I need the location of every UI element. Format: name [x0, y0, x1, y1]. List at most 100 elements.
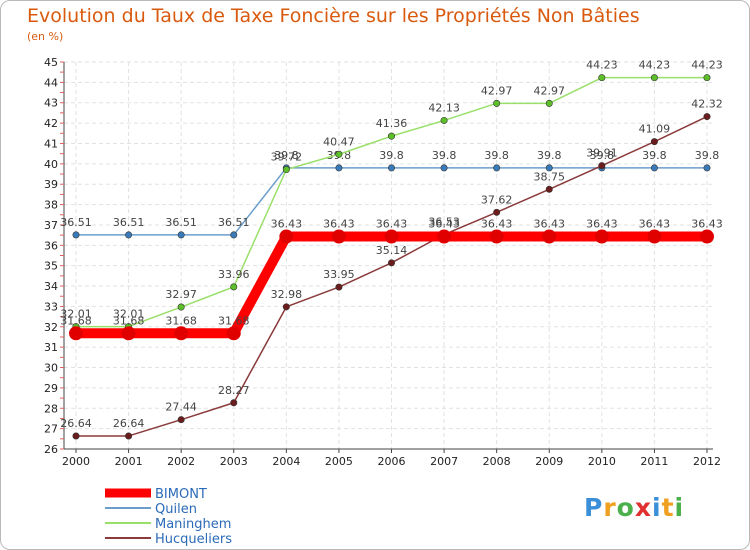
y-tick-label: 41 [44, 137, 58, 150]
data-point-quilen [72, 231, 80, 239]
data-label-bimont: 31.68 [113, 314, 145, 327]
data-point-bimont [700, 229, 714, 244]
data-point-maninghem [493, 99, 501, 107]
data-label-maninghem: 40.47 [323, 135, 355, 148]
data-label-hucqueliers: 35.14 [376, 244, 408, 257]
data-point-hucqueliers [545, 185, 553, 193]
data-point-bimont [542, 229, 557, 244]
data-point-bimont [174, 326, 189, 341]
x-tick-label: 2009 [535, 455, 563, 468]
data-label-hucqueliers: 26.64 [60, 417, 92, 430]
data-label-maninghem: 32.01 [60, 308, 92, 321]
y-tick-label: 39 [44, 178, 58, 191]
x-tick-label: 2011 [640, 455, 668, 468]
data-point-bimont [121, 326, 136, 341]
data-point-quilen [545, 164, 553, 172]
y-tick-label: 34 [44, 280, 58, 293]
data-label-hucqueliers: 38.75 [534, 170, 566, 183]
y-tick-label: 40 [44, 158, 58, 171]
y-tick-label: 43 [44, 97, 58, 110]
x-tick-label: 2000 [62, 455, 90, 468]
data-point-maninghem [282, 166, 290, 174]
data-label-bimont: 36.43 [428, 218, 460, 231]
data-point-maninghem [230, 283, 238, 291]
data-point-quilen [703, 164, 711, 172]
data-label-bimont: 36.43 [376, 218, 408, 231]
data-point-hucqueliers [177, 416, 185, 424]
data-point-maninghem [440, 116, 448, 124]
x-tick-label: 2010 [588, 455, 616, 468]
data-point-hucqueliers [650, 138, 658, 146]
data-label-quilen: 39.8 [432, 149, 457, 162]
data-label-maninghem: 39.72 [271, 151, 303, 164]
y-tick-label: 29 [44, 382, 58, 395]
x-tick-label: 2006 [378, 455, 406, 468]
data-point-quilen [493, 164, 501, 172]
data-label-hucqueliers: 41.09 [639, 123, 671, 136]
x-tick-label: 2005 [325, 455, 353, 468]
y-tick-label: 42 [44, 117, 58, 130]
data-point-hucqueliers [703, 113, 711, 121]
data-point-maninghem [177, 303, 185, 311]
x-tick-label: 2007 [430, 455, 458, 468]
y-tick-label: 33 [44, 300, 58, 313]
data-point-hucqueliers [335, 283, 343, 291]
data-label-quilen: 39.8 [695, 149, 720, 162]
data-point-maninghem [387, 132, 395, 140]
data-label-quilen: 36.51 [113, 216, 145, 229]
y-tick-label: 32 [44, 321, 58, 334]
data-label-quilen: 39.8 [274, 149, 299, 162]
data-point-hucqueliers [125, 432, 133, 440]
data-point-bimont [226, 326, 241, 341]
legend-label-quilen: Quilen [155, 502, 197, 517]
data-point-maninghem [598, 74, 606, 82]
data-point-hucqueliers [387, 259, 395, 267]
data-label-maninghem: 44.23 [691, 59, 723, 72]
data-label-hucqueliers: 32.98 [271, 288, 303, 301]
data-label-maninghem: 32.97 [165, 288, 197, 301]
legend-label-hucqueliers: Hucqueliers [155, 532, 232, 547]
y-tick-label: 37 [44, 219, 58, 232]
data-point-maninghem [545, 99, 553, 107]
data-label-bimont: 31.68 [60, 314, 92, 327]
data-point-hucqueliers [493, 208, 501, 216]
data-label-hucqueliers: 27.44 [165, 401, 197, 414]
data-label-hucqueliers: 39.91 [586, 147, 618, 160]
data-label-bimont: 36.43 [481, 218, 513, 231]
data-label-maninghem: 41.36 [376, 117, 408, 130]
data-point-quilen [230, 231, 238, 239]
data-point-quilen [125, 231, 133, 239]
chart-subtitle: (en %) [27, 30, 64, 43]
data-label-bimont: 36.43 [586, 218, 618, 231]
y-tick-label: 36 [44, 239, 58, 252]
x-tick-label: 2004 [272, 455, 300, 468]
data-label-quilen: 39.8 [590, 149, 615, 162]
x-tick-label: 2012 [693, 455, 721, 468]
data-label-hucqueliers: 36.53 [428, 216, 460, 229]
data-label-bimont: 31.68 [165, 314, 197, 327]
data-point-maninghem [335, 150, 343, 158]
data-label-quilen: 36.51 [60, 216, 92, 229]
data-label-bimont: 36.43 [534, 218, 566, 231]
data-label-quilen: 39.8 [642, 149, 667, 162]
data-label-quilen: 36.51 [165, 216, 197, 229]
data-label-maninghem: 42.97 [534, 84, 566, 97]
data-label-bimont: 31.68 [218, 314, 250, 327]
data-label-maninghem: 44.23 [586, 59, 618, 72]
data-label-quilen: 39.8 [379, 149, 404, 162]
data-label-quilen: 36.51 [218, 216, 250, 229]
data-label-maninghem: 33.96 [218, 268, 250, 281]
data-point-bimont [647, 229, 662, 244]
x-tick-label: 2001 [115, 455, 143, 468]
data-point-bimont [594, 229, 609, 244]
x-tick-label: 2008 [483, 455, 511, 468]
y-tick-label: 38 [44, 199, 58, 212]
data-label-bimont: 36.43 [691, 218, 723, 231]
data-label-hucqueliers: 42.32 [691, 98, 723, 111]
data-point-bimont [331, 229, 346, 244]
y-tick-label: 28 [44, 402, 58, 415]
data-label-bimont: 36.43 [639, 218, 671, 231]
data-label-maninghem: 32.01 [113, 308, 145, 321]
